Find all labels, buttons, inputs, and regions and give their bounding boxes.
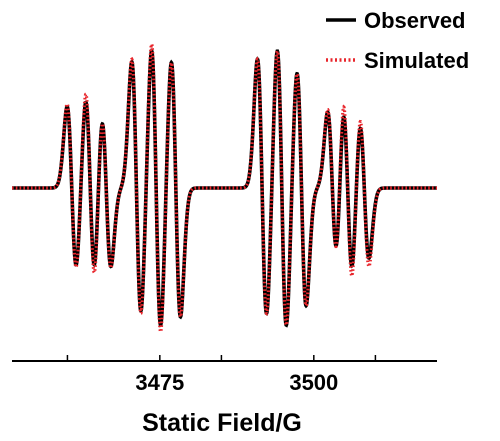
x-axis-title: Static Field/G <box>142 409 302 437</box>
x-tick-label-3500: 3500 <box>289 370 338 395</box>
x-axis-ticks: 3475 3500 <box>66 355 377 395</box>
series-line-observed <box>12 48 437 328</box>
x-tick-label-3475: 3475 <box>135 370 184 395</box>
legend: Observed Simulated <box>326 8 469 73</box>
legend-observed-label: Observed <box>364 8 466 33</box>
legend-simulated-label: Simulated <box>364 48 469 73</box>
plot-area <box>12 41 437 335</box>
